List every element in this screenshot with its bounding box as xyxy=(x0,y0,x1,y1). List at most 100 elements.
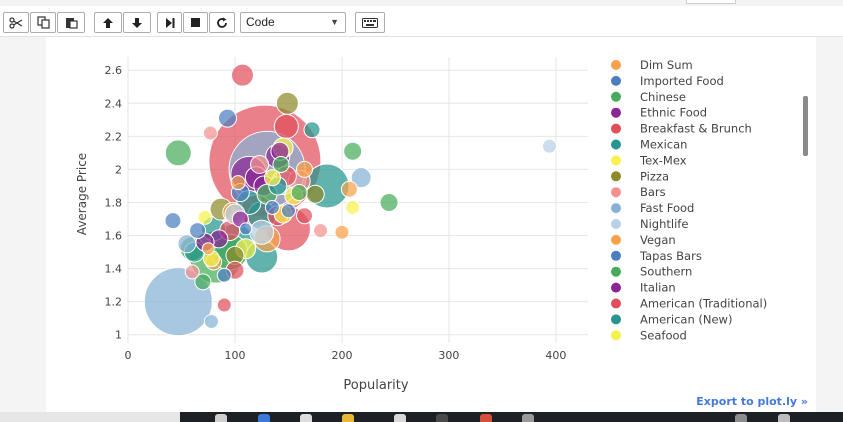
legend-label[interactable]: American (New) xyxy=(640,312,732,326)
legend-marker[interactable] xyxy=(611,203,621,214)
legend-marker[interactable] xyxy=(611,123,621,134)
bubble-point[interactable] xyxy=(541,138,557,154)
taskbar-app-icon[interactable] xyxy=(394,414,406,422)
legend-marker[interactable] xyxy=(611,314,621,325)
taskbar-app-icon[interactable] xyxy=(342,414,354,422)
copy-button[interactable] xyxy=(30,12,56,33)
bubble-point[interactable] xyxy=(230,175,246,191)
legend-marker[interactable] xyxy=(611,139,621,150)
bubble-point[interactable] xyxy=(189,222,207,240)
legend-label[interactable]: Vegan xyxy=(640,233,676,247)
x-tick-label: 400 xyxy=(545,349,566,362)
legend-marker[interactable] xyxy=(611,330,621,341)
bubble-point[interactable] xyxy=(184,264,200,280)
bubble-point[interactable] xyxy=(164,212,182,230)
bubble-point[interactable] xyxy=(280,203,296,219)
bubble-point[interactable] xyxy=(275,91,299,115)
cell-type-select[interactable]: Code ▼ xyxy=(240,12,346,33)
taskbar-app-icon[interactable] xyxy=(735,414,747,422)
notebook-toolbar: Code ▼ xyxy=(0,6,843,37)
legend-label[interactable]: Nightlife xyxy=(640,217,688,231)
legend-marker[interactable] xyxy=(611,75,621,86)
legend-marker[interactable] xyxy=(611,266,621,277)
legend-label[interactable]: Breakfast & Brunch xyxy=(640,122,752,136)
legend-marker[interactable] xyxy=(611,107,621,118)
command-palette-button[interactable] xyxy=(355,12,385,33)
legend-marker[interactable] xyxy=(611,298,621,309)
legend-label[interactable]: Tex-Mex xyxy=(639,153,687,167)
legend-label[interactable]: Chinese xyxy=(640,90,686,104)
export-to-plotly-link[interactable]: Export to plot.ly » xyxy=(696,395,808,408)
move-up-button[interactable] xyxy=(94,12,122,33)
bubble-point[interactable] xyxy=(263,169,281,187)
bubble-point[interactable] xyxy=(249,219,275,245)
legend-marker[interactable] xyxy=(611,171,621,182)
taskbar-app-icon[interactable] xyxy=(258,414,270,422)
legend-label[interactable]: Seafood xyxy=(640,328,687,342)
paste-button[interactable] xyxy=(57,12,85,33)
bubble-point[interactable] xyxy=(313,223,329,239)
bubble-point[interactable] xyxy=(264,199,280,215)
bubble-point[interactable] xyxy=(203,314,219,330)
bubble-point[interactable] xyxy=(216,297,232,313)
bubble-point[interactable] xyxy=(194,273,212,291)
x-tick-label: 300 xyxy=(438,349,459,362)
run-button[interactable] xyxy=(157,12,182,33)
legend-label[interactable]: Ethnic Food xyxy=(640,106,707,120)
legend-marker[interactable] xyxy=(611,155,621,166)
window-control-stub[interactable] xyxy=(686,0,736,4)
bubble-point[interactable] xyxy=(197,209,213,225)
bubble-point[interactable] xyxy=(345,199,361,215)
legend-marker[interactable] xyxy=(611,60,621,70)
legend-marker[interactable] xyxy=(611,91,621,102)
bubble-point[interactable] xyxy=(217,108,237,128)
bubble-point[interactable] xyxy=(343,141,363,161)
legend-label[interactable]: Dim Sum xyxy=(640,58,693,72)
bubble-point[interactable] xyxy=(216,267,232,283)
bubble-point[interactable] xyxy=(379,192,399,212)
legend-label[interactable]: Pizza xyxy=(640,169,669,183)
move-down-button[interactable] xyxy=(123,12,151,33)
bubble-point[interactable] xyxy=(340,180,358,198)
bubble-point[interactable] xyxy=(334,224,350,240)
legend-label[interactable]: Imported Food xyxy=(640,74,724,88)
bubble-point[interactable] xyxy=(273,113,299,139)
cut-button[interactable] xyxy=(3,12,29,33)
legend-label[interactable]: Mexican xyxy=(640,138,687,152)
legend-marker[interactable] xyxy=(611,187,621,198)
bubble-point[interactable] xyxy=(303,121,321,139)
bubble-point[interactable] xyxy=(250,154,270,174)
taskbar-app-icon[interactable] xyxy=(436,414,448,422)
taskbar-app-icon[interactable] xyxy=(522,414,534,422)
bubble-point[interactable] xyxy=(305,184,325,204)
taskbar-app-icon[interactable] xyxy=(778,414,790,422)
legend-marker[interactable] xyxy=(611,234,621,245)
bubble-point[interactable] xyxy=(296,207,314,225)
bubble-point[interactable] xyxy=(296,160,314,178)
stop-button[interactable] xyxy=(183,12,208,33)
legend-label[interactable]: Italian xyxy=(640,281,676,295)
legend-label[interactable]: Tapas Bars xyxy=(639,249,702,263)
taskbar-search-area[interactable] xyxy=(0,412,180,422)
restart-button[interactable] xyxy=(209,12,235,33)
legend-label[interactable]: American (Traditional) xyxy=(640,297,767,311)
bubble-point[interactable] xyxy=(239,222,253,236)
taskbar-app-icon[interactable] xyxy=(300,414,312,422)
legend-label[interactable]: Southern xyxy=(640,265,692,279)
bubble-point[interactable] xyxy=(202,125,218,141)
legend-marker[interactable] xyxy=(611,250,621,261)
legend-marker[interactable] xyxy=(611,282,621,293)
legend-marker[interactable] xyxy=(611,219,621,229)
bubble-point[interactable] xyxy=(230,63,254,87)
legend-label[interactable]: Fast Food xyxy=(640,201,694,215)
taskbar-app-icon[interactable] xyxy=(480,414,492,422)
legend-scrollbar[interactable] xyxy=(803,96,808,156)
y-tick-label: 1 xyxy=(115,329,122,342)
legend-label[interactable]: Bars xyxy=(640,185,666,199)
bubble-point[interactable] xyxy=(290,184,308,202)
taskbar-app-icon[interactable] xyxy=(215,414,227,422)
bubble-point[interactable] xyxy=(201,242,215,256)
bubble-point[interactable] xyxy=(350,167,372,189)
bubble-point[interactable] xyxy=(272,155,290,173)
bubble-point[interactable] xyxy=(164,139,192,167)
